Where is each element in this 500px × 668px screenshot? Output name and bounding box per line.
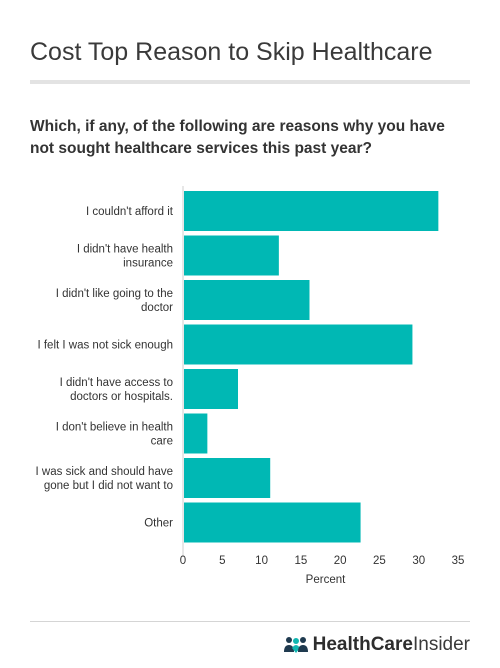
bar bbox=[184, 502, 361, 543]
brand-logo: HealthCare Insider bbox=[283, 634, 470, 656]
category-label: I couldn't afford it bbox=[86, 206, 174, 218]
chart-question: Which, if any, of the following are reas… bbox=[30, 118, 445, 157]
bar-chart: I couldn't afford it I didn't have health… bbox=[36, 186, 465, 586]
bar bbox=[184, 324, 413, 365]
category-label: doctor bbox=[141, 302, 173, 314]
x-tick-label: 10 bbox=[255, 555, 268, 567]
category-label: Other bbox=[144, 518, 173, 530]
brand-name-part2: Insider bbox=[412, 634, 470, 655]
category-label: I didn't have health bbox=[77, 244, 173, 256]
page-title: Cost Top Reason to Skip Healthcare bbox=[30, 38, 433, 66]
x-tick-label: 35 bbox=[452, 555, 465, 567]
category-label: care bbox=[151, 436, 173, 448]
title-divider bbox=[30, 80, 470, 84]
x-tick-label: 20 bbox=[334, 555, 347, 567]
x-tick-label: 25 bbox=[373, 555, 386, 567]
footer-divider bbox=[30, 621, 470, 622]
people-icon bbox=[283, 637, 308, 653]
x-tick-label: 30 bbox=[412, 555, 425, 567]
category-label: insurance bbox=[123, 258, 173, 270]
x-tick-label: 5 bbox=[219, 555, 225, 567]
category-label: I didn't have access to bbox=[60, 377, 173, 389]
x-tick-label: 0 bbox=[180, 555, 186, 567]
bar bbox=[184, 235, 279, 276]
bar bbox=[184, 369, 238, 409]
x-tick-label: 15 bbox=[294, 555, 307, 567]
bar bbox=[184, 413, 208, 454]
category-label: I was sick and should have bbox=[36, 466, 173, 478]
brand-name-part1: HealthCare bbox=[312, 634, 413, 655]
x-axis-title: Percent bbox=[306, 574, 346, 586]
bar bbox=[184, 280, 310, 320]
category-label: I didn't like going to the bbox=[56, 288, 173, 300]
category-label: doctors or hospitals. bbox=[70, 391, 173, 403]
category-label: I don't believe in health bbox=[56, 422, 173, 434]
category-label: gone but I did not want to bbox=[44, 480, 173, 492]
bar bbox=[184, 191, 439, 231]
category-label: I felt I was not sick enough bbox=[37, 340, 173, 352]
bar bbox=[184, 458, 271, 498]
